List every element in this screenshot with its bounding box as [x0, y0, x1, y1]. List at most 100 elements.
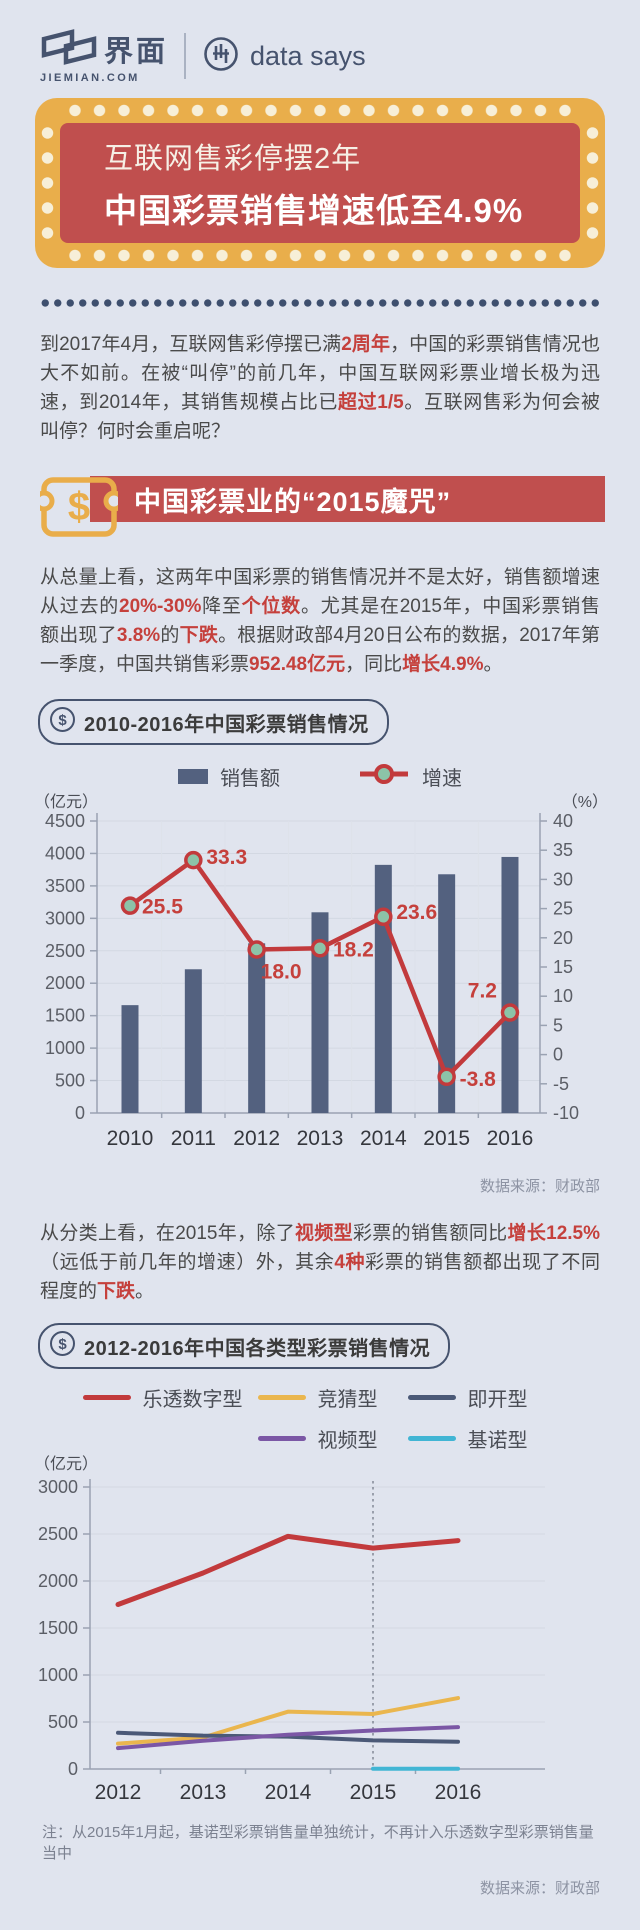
svg-text:（亿元）: （亿元）	[34, 1455, 98, 1473]
svg-text:$: $	[68, 485, 90, 529]
lottery-sales-chart: 0 500 1000 1500 2000 2500 3000 3500 4000 4500 -10 -…	[34, 793, 608, 1150]
svg-text:2015: 2015	[350, 1781, 397, 1804]
header: 界面 JIEMIAN.COM data says	[40, 28, 600, 84]
section-title: 中国彩票业的“2015魔咒”	[134, 486, 452, 517]
svg-text:2000: 2000	[38, 1571, 78, 1591]
marquee-dots-left	[41, 124, 54, 242]
data-says-logo: data says	[202, 35, 366, 78]
legend-label: 乐透数字型	[142, 1389, 243, 1411]
legend-item-3: 视频型	[257, 1424, 408, 1453]
svg-text:33.3: 33.3	[206, 846, 247, 869]
brand-name-cn: 界面	[104, 36, 169, 68]
data-says-icon	[202, 35, 240, 78]
svg-text:1000: 1000	[45, 1038, 85, 1058]
legend-item-growth: 增速	[358, 762, 462, 791]
svg-text:500: 500	[55, 1071, 85, 1091]
section-title-bar: 中国彩票业的“2015魔咒”	[90, 476, 605, 522]
svg-text:2500: 2500	[38, 1524, 78, 1544]
svg-text:2016: 2016	[435, 1781, 482, 1804]
svg-text:15: 15	[553, 957, 573, 977]
legend-item-2: 即开型	[407, 1383, 558, 1412]
svg-text:0: 0	[75, 1103, 85, 1123]
svg-text:20: 20	[553, 928, 573, 948]
intro-paragraph: 到2017年4月，互联网售彩停摆已满2周年，中国的彩票销售情况也大不如前。在被“…	[40, 334, 600, 442]
svg-text:3000: 3000	[38, 1477, 78, 1497]
marquee-dots-right	[586, 124, 599, 242]
legend-label: 视频型	[317, 1430, 378, 1452]
svg-text:5: 5	[553, 1015, 563, 1035]
line-marker-swatch	[358, 763, 410, 790]
title-line-1: 互联网售彩停摆2年	[104, 142, 362, 175]
marquee-dots-bottom	[59, 249, 581, 262]
svg-text:0: 0	[68, 1759, 78, 1779]
legend-item-0: 乐透数字型	[82, 1383, 258, 1412]
title-panel: 互联网售彩停摆2年 中国彩票销售增速低至4.9%	[60, 123, 580, 243]
svg-text:$: $	[58, 712, 67, 729]
svg-text:2016: 2016	[487, 1127, 534, 1150]
svg-text:23.6: 23.6	[396, 901, 437, 924]
chart1-legend: 销售额 增速	[0, 761, 640, 791]
svg-text:35: 35	[553, 840, 573, 860]
chart1-source: 数据来源：财政部	[479, 1178, 600, 1195]
chart2-source: 数据来源：财政部	[479, 1880, 600, 1897]
title-banner: 互联网售彩停摆2年 中国彩票销售增速低至4.9%	[35, 98, 605, 268]
marquee-dots-top	[59, 104, 581, 117]
line-swatch	[257, 1436, 306, 1441]
jiemian-logo: 界面 JIEMIAN.COM	[40, 28, 168, 84]
svg-text:（%）: （%）	[562, 793, 608, 811]
category-paragraph: 从分类上看，在2015年，除了视频型彩票的销售额同比增长12.5%（远低于前几年…	[40, 1223, 600, 1302]
overview-paragraph: 从总量上看，这两年中国彩票的销售情况并不是太好，销售额增速从过去的20%-30%…	[40, 567, 600, 675]
svg-text:2013: 2013	[180, 1781, 227, 1804]
svg-text:30: 30	[553, 869, 573, 889]
svg-text:3500: 3500	[45, 876, 85, 896]
svg-text:2014: 2014	[265, 1781, 312, 1804]
svg-text:2015: 2015	[423, 1127, 470, 1150]
svg-text:1500: 1500	[45, 1006, 85, 1026]
svg-text:2013: 2013	[297, 1127, 344, 1150]
dotted-divider	[39, 299, 601, 307]
legend-label: 即开型	[467, 1389, 528, 1411]
svg-text:2000: 2000	[45, 973, 85, 993]
chart2-title-badge: $ 2012-2016年中国各类型彩票销售情况	[38, 1323, 451, 1369]
svg-text:2014: 2014	[360, 1127, 407, 1150]
svg-text:3000: 3000	[45, 908, 85, 928]
svg-text:-10: -10	[553, 1103, 579, 1123]
line-swatch	[407, 1395, 456, 1400]
svg-text:40: 40	[553, 811, 573, 831]
dollar-circle-icon: $	[49, 1330, 76, 1362]
category-sales-chart: 0 500 1000 1500 2000 2500 3000 （亿元） 2012 2013 2014…	[34, 1455, 545, 1804]
header-divider	[184, 33, 187, 79]
svg-text:-5: -5	[553, 1074, 569, 1094]
svg-text:500: 500	[48, 1712, 78, 1732]
ticket-icon: $	[33, 476, 125, 543]
legend-item-sales: 销售额	[178, 762, 280, 791]
chart1-title: 2010-2016年中国彩票销售情况	[84, 713, 369, 736]
svg-text:1000: 1000	[38, 1665, 78, 1685]
svg-text:4500: 4500	[45, 811, 85, 831]
svg-text:（亿元）: （亿元）	[34, 793, 98, 811]
svg-text:2012: 2012	[95, 1781, 142, 1804]
svg-text:-3.8: -3.8	[460, 1068, 497, 1091]
svg-text:2010: 2010	[107, 1127, 154, 1150]
svg-text:7.2: 7.2	[468, 980, 497, 1003]
legend-label: 基诺型	[467, 1430, 528, 1452]
svg-text:10: 10	[553, 986, 573, 1006]
svg-text:25.5: 25.5	[142, 896, 183, 919]
chart1-title-badge: $ 2010-2016年中国彩票销售情况	[38, 699, 389, 745]
chart2-title: 2012-2016年中国各类型彩票销售情况	[84, 1337, 431, 1360]
svg-text:$: $	[58, 1336, 67, 1353]
svg-text:4000: 4000	[45, 843, 85, 863]
line-swatch	[257, 1395, 306, 1400]
legend-label: 竞猜型	[317, 1389, 378, 1411]
brand-domain: JIEMIAN.COM	[40, 72, 140, 84]
legend-item-4: 基诺型	[407, 1424, 558, 1453]
line-swatch	[82, 1395, 131, 1400]
jiemian-mark-icon	[40, 28, 98, 70]
legend-item-1: 竞猜型	[257, 1383, 408, 1412]
bar-swatch	[178, 768, 208, 784]
svg-text:1500: 1500	[38, 1618, 78, 1638]
svg-text:18.2: 18.2	[333, 938, 374, 961]
line-swatch	[407, 1436, 456, 1441]
chart2-legend: 乐透数字型 竞猜型 即开型视频型 基诺型	[0, 1383, 640, 1453]
